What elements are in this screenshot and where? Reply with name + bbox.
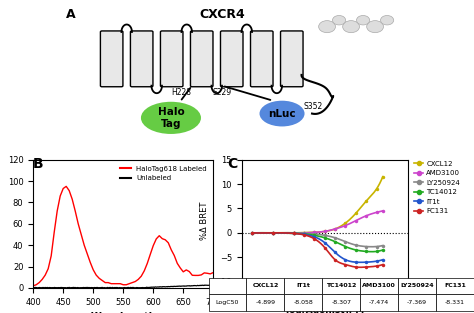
Text: Halo
Tag: Halo Tag [157,107,184,129]
Text: A: A [66,8,75,21]
Text: S352: S352 [303,101,322,110]
Circle shape [356,15,370,25]
X-axis label: Wavelength: Wavelength [91,312,156,313]
Unlabeled [194,284,200,288]
Line: HaloTag618 Labeled: HaloTag618 Labeled [33,186,213,286]
HaloTag618 Labeled [75,222,81,226]
Circle shape [332,15,346,25]
Text: S229: S229 [212,88,232,97]
Y-axis label: Luminescence
(Norm. to max) (a.u.): Luminescence (Norm. to max) (a.u.) [0,183,2,264]
Unlabeled [210,283,216,287]
FancyBboxPatch shape [250,31,273,87]
FancyBboxPatch shape [160,31,183,87]
Circle shape [381,15,394,25]
HaloTag618 Labeled [69,197,75,201]
X-axis label: log[Agonist], M: log[Agonist], M [285,306,364,313]
Circle shape [367,21,383,33]
Line: Unlabeled: Unlabeled [33,285,213,288]
Unlabeled [64,286,69,290]
HaloTag618 Labeled [64,184,69,188]
HaloTag618 Labeled [96,276,102,280]
Circle shape [343,21,359,33]
Ellipse shape [141,102,201,134]
Unlabeled [183,284,189,288]
Unlabeled [137,286,143,290]
Text: nLuc: nLuc [268,109,296,119]
Legend: CXCL12, AMD3100, LY250924, TC14012, IT1t, FC131: CXCL12, AMD3100, LY250924, TC14012, IT1t… [414,161,460,214]
HaloTag618 Labeled [190,274,195,277]
FancyBboxPatch shape [130,31,153,87]
Text: H228: H228 [172,88,191,97]
Circle shape [319,21,336,33]
FancyBboxPatch shape [281,31,303,87]
FancyBboxPatch shape [100,31,123,87]
Y-axis label: %Δ BRET: %Δ BRET [200,202,209,240]
Unlabeled [30,286,36,290]
Unlabeled [31,286,36,290]
Text: B: B [33,156,44,171]
Text: C: C [228,156,238,171]
FancyBboxPatch shape [191,31,213,87]
Unlabeled [141,286,147,290]
Legend: HaloTag618 Labeled, Unlabeled: HaloTag618 Labeled, Unlabeled [118,163,210,184]
Unlabeled [138,286,144,290]
Text: CXCR4: CXCR4 [199,8,245,21]
FancyBboxPatch shape [220,31,243,87]
Ellipse shape [259,101,304,126]
HaloTag618 Labeled [210,271,216,275]
HaloTag618 Labeled [141,269,147,273]
HaloTag618 Labeled [30,284,36,288]
HaloTag618 Labeled [129,281,135,285]
